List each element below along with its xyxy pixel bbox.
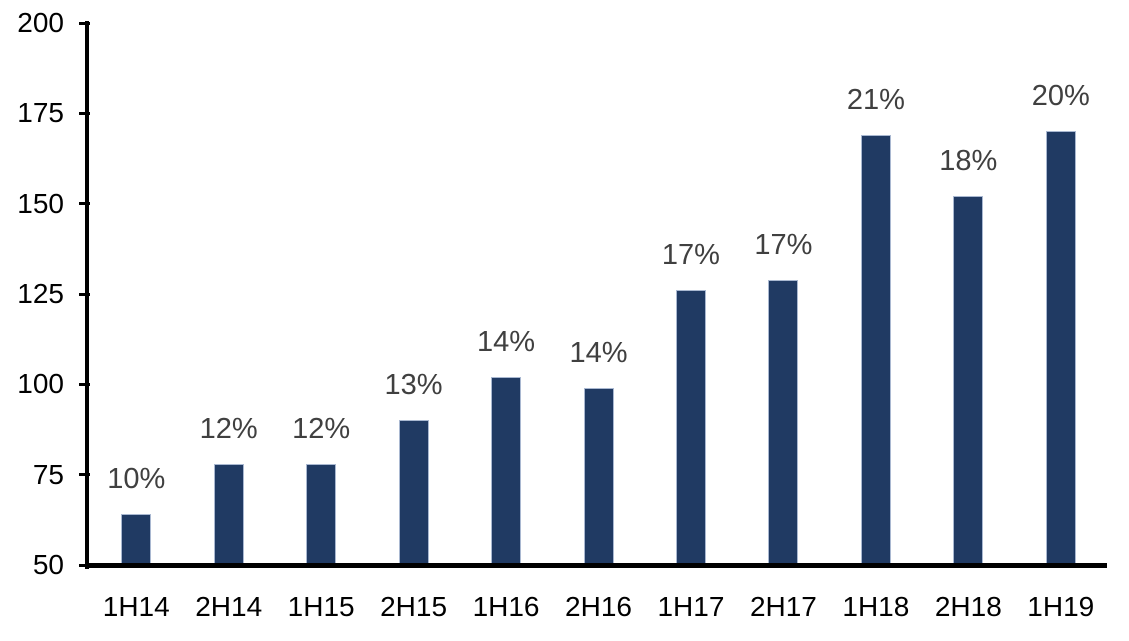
y-axis-tick: [79, 21, 90, 25]
x-axis-tick-label: 1H14: [102, 591, 170, 622]
bar-value-label: 12%: [292, 412, 351, 445]
x-axis-tick-label: 2H14: [195, 591, 263, 622]
bar: [768, 279, 799, 567]
x-axis-tick-label: 1H17: [657, 591, 725, 622]
bar-value-label: 12%: [199, 412, 258, 445]
bar: [306, 463, 337, 567]
y-axis-line: [85, 21, 89, 569]
bar-value-label: 21%: [846, 84, 905, 116]
x-axis-tick-label: 1H15: [287, 591, 355, 622]
y-axis-tick: [79, 563, 90, 567]
bar: [1045, 131, 1076, 567]
y-axis-tick-label: 150: [17, 187, 64, 219]
bar-value-label: 14%: [569, 336, 628, 369]
y-axis-tick: [79, 292, 90, 296]
y-axis-tick: [79, 111, 90, 115]
bar: [860, 135, 891, 567]
bar: [213, 463, 244, 567]
bar: [953, 196, 984, 567]
x-axis-tick-label: 2H17: [749, 591, 817, 622]
x-axis-line: [85, 563, 1107, 568]
y-axis-tick-label: 125: [17, 278, 64, 309]
bar-value-label: 13%: [384, 369, 443, 402]
x-axis-tick-label: 2H18: [934, 591, 1002, 622]
bar: [121, 514, 152, 567]
x-axis-tick-label: 1H19: [1027, 591, 1095, 622]
y-axis-tick-label: 175: [17, 97, 64, 129]
x-axis-tick-label: 2H15: [380, 591, 448, 622]
y-axis-tick-label: 200: [17, 7, 64, 38]
bar: [491, 377, 522, 567]
bar-value-label: 20%: [1031, 80, 1090, 113]
bar-value-label: 18%: [939, 145, 998, 178]
x-axis-tick-label: 1H16: [472, 591, 540, 622]
bar-value-label: 17%: [754, 228, 813, 261]
bar-value-label: 17%: [661, 239, 720, 272]
y-axis-tick: [79, 382, 90, 386]
y-axis-tick-label: 75: [32, 458, 64, 490]
y-axis-tick-label: 50: [32, 549, 64, 580]
y-axis-tick-label: 100: [17, 368, 64, 400]
y-axis-tick: [79, 202, 90, 206]
x-axis-tick-label: 2H16: [565, 591, 632, 622]
x-axis-tick-label: 1H18: [842, 591, 910, 622]
y-axis-tick: [79, 473, 90, 477]
bar-value-label: 14%: [477, 326, 536, 359]
bar-value-label: 10%: [107, 463, 166, 496]
bar: [398, 420, 429, 567]
bar: [675, 290, 706, 567]
bar: [583, 387, 614, 567]
